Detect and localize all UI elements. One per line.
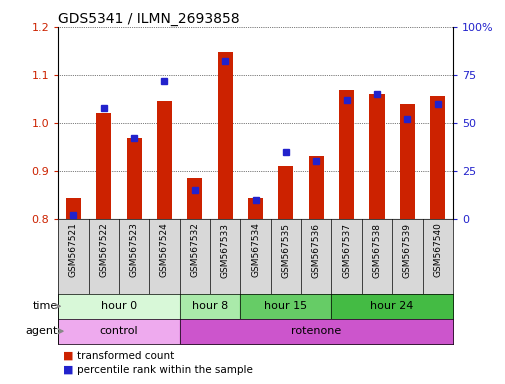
Bar (308, 156, 323, 219)
Text: hour 24: hour 24 (370, 301, 413, 311)
Text: GSM567532: GSM567532 (190, 223, 199, 278)
Bar (247, 198, 263, 219)
Bar (96, 113, 111, 219)
Text: hour 15: hour 15 (264, 301, 307, 311)
Text: GSM567539: GSM567539 (402, 223, 411, 278)
Bar (369, 94, 384, 219)
Bar (399, 104, 414, 219)
Text: GSM567524: GSM567524 (160, 223, 169, 277)
Text: GSM567521: GSM567521 (69, 223, 78, 278)
Bar (338, 90, 354, 219)
Text: GSM567533: GSM567533 (220, 223, 229, 278)
Bar (126, 138, 141, 219)
Text: GSM567537: GSM567537 (341, 223, 350, 278)
Bar (429, 96, 444, 219)
Text: hour 8: hour 8 (191, 301, 228, 311)
Bar (278, 166, 293, 219)
Text: ■: ■ (63, 351, 74, 361)
Text: control: control (99, 326, 138, 336)
Text: rotenone: rotenone (290, 326, 341, 336)
Bar (187, 178, 202, 219)
Text: GSM567534: GSM567534 (250, 223, 260, 278)
Text: GSM567522: GSM567522 (99, 223, 108, 277)
Text: time: time (33, 301, 58, 311)
Text: ■: ■ (63, 365, 74, 375)
Text: GSM567535: GSM567535 (281, 223, 290, 278)
Text: GDS5341 / ILMN_2693858: GDS5341 / ILMN_2693858 (58, 12, 239, 26)
Text: GSM567540: GSM567540 (432, 223, 441, 278)
Text: GSM567523: GSM567523 (129, 223, 138, 278)
Text: GSM567538: GSM567538 (372, 223, 381, 278)
Bar (157, 101, 172, 219)
Bar (66, 198, 81, 219)
Bar (217, 52, 232, 219)
Text: GSM567536: GSM567536 (311, 223, 320, 278)
Text: agent: agent (26, 326, 58, 336)
Text: transformed count: transformed count (77, 351, 174, 361)
Text: hour 0: hour 0 (100, 301, 137, 311)
Text: percentile rank within the sample: percentile rank within the sample (77, 365, 253, 375)
